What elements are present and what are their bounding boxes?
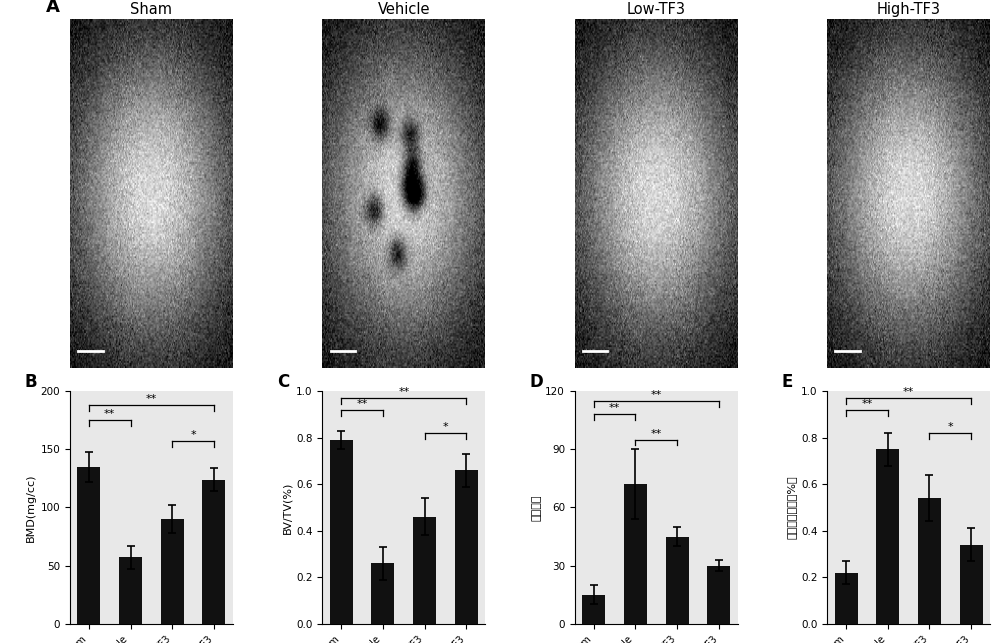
Text: **: ** bbox=[356, 399, 368, 409]
Bar bbox=[413, 517, 436, 624]
Bar bbox=[918, 498, 941, 624]
Bar bbox=[582, 595, 605, 624]
Bar bbox=[960, 545, 983, 624]
Bar bbox=[119, 557, 142, 624]
Bar bbox=[161, 519, 184, 624]
Y-axis label: BMD(mg/cc): BMD(mg/cc) bbox=[26, 473, 36, 541]
Text: **: ** bbox=[146, 394, 157, 404]
Text: E: E bbox=[782, 373, 793, 391]
Text: **: ** bbox=[861, 399, 873, 409]
Bar bbox=[624, 484, 647, 624]
Bar bbox=[455, 470, 478, 624]
Bar bbox=[371, 563, 394, 624]
Text: **: ** bbox=[398, 387, 409, 397]
Text: **: ** bbox=[903, 387, 914, 397]
Bar bbox=[77, 467, 100, 624]
Y-axis label: 骨陨窩数: 骨陨窩数 bbox=[531, 494, 541, 521]
Bar bbox=[876, 449, 899, 624]
Text: **: ** bbox=[651, 428, 662, 439]
Text: **: ** bbox=[104, 409, 115, 419]
Text: *: * bbox=[443, 422, 448, 432]
Text: *: * bbox=[190, 430, 196, 440]
Bar bbox=[330, 440, 353, 624]
Bar bbox=[707, 566, 730, 624]
Y-axis label: 骨陨窩面积比（%）: 骨陨窩面积比（%） bbox=[787, 476, 797, 539]
Text: C: C bbox=[277, 373, 289, 391]
Title: Sham: Sham bbox=[130, 2, 172, 17]
Text: *: * bbox=[947, 422, 953, 432]
Bar bbox=[666, 536, 689, 624]
Text: D: D bbox=[529, 373, 543, 391]
Bar bbox=[835, 572, 858, 624]
Text: B: B bbox=[24, 373, 37, 391]
Title: High-TF3: High-TF3 bbox=[877, 2, 941, 17]
Text: **: ** bbox=[609, 403, 620, 413]
Text: **: ** bbox=[651, 390, 662, 400]
Y-axis label: BV/TV(%): BV/TV(%) bbox=[282, 482, 292, 534]
Text: A: A bbox=[46, 0, 59, 16]
Title: Vehicle: Vehicle bbox=[378, 2, 430, 17]
Bar bbox=[202, 480, 225, 624]
Title: Low-TF3: Low-TF3 bbox=[627, 2, 686, 17]
